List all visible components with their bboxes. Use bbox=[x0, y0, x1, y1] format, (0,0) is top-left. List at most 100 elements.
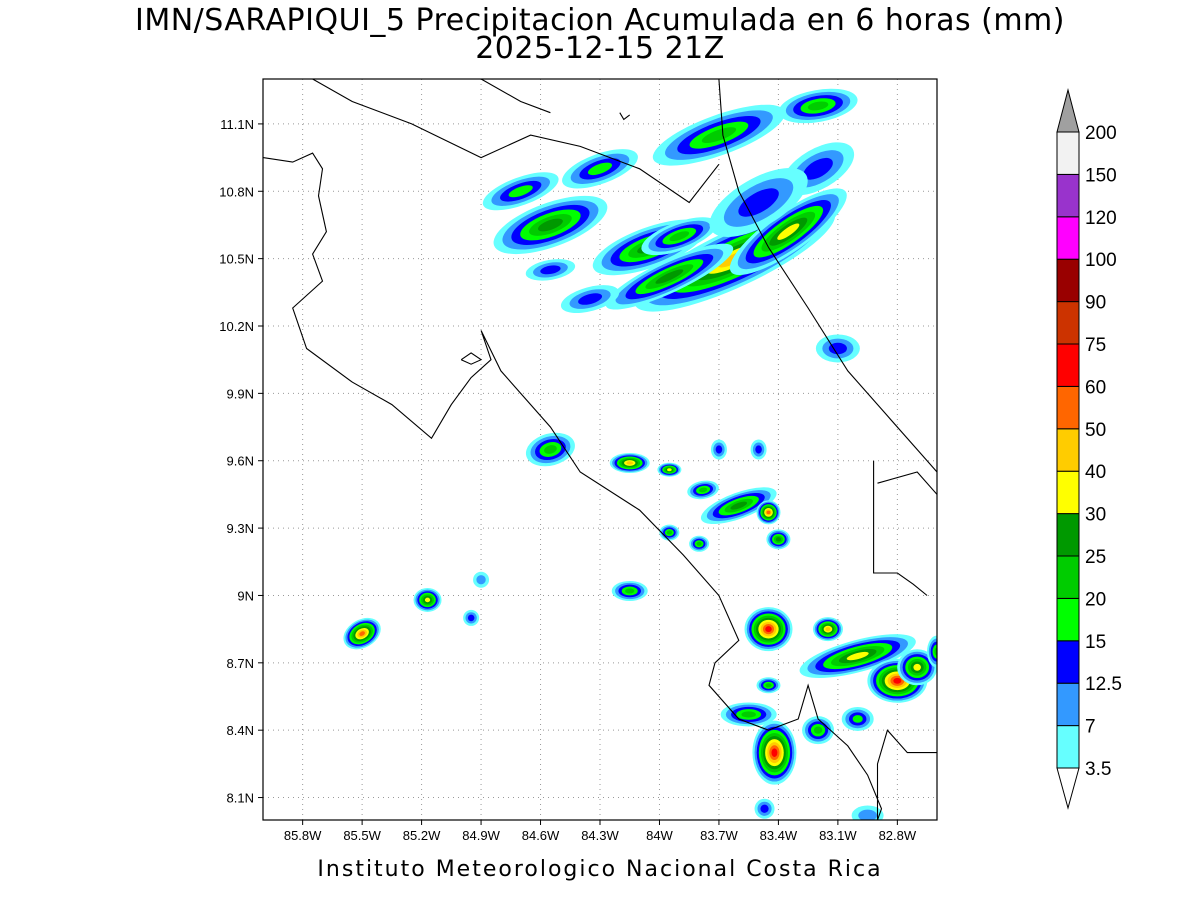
colorbar-swatch bbox=[1056, 682, 1080, 727]
colorbar-swatch bbox=[1056, 343, 1080, 387]
rain-contour bbox=[828, 342, 847, 355]
colorbar-swatch bbox=[1056, 597, 1080, 642]
island bbox=[460, 352, 483, 365]
colorbar-swatch bbox=[1056, 470, 1080, 515]
rain-cell bbox=[562, 149, 638, 189]
rain-contour bbox=[537, 218, 563, 232]
rain-cell bbox=[657, 462, 682, 477]
rain-cell bbox=[652, 104, 786, 166]
colorbar-label: 90 bbox=[1085, 293, 1106, 314]
colorbar-label: 100 bbox=[1085, 250, 1117, 271]
colorbar-label: 200 bbox=[1085, 123, 1117, 144]
rain-contour bbox=[730, 501, 748, 510]
rain-contour bbox=[807, 101, 829, 111]
island-north bbox=[619, 112, 631, 121]
lon-tick-label: 84W bbox=[646, 828, 673, 843]
colorbar-label: 40 bbox=[1085, 462, 1106, 483]
colorbar-label: 150 bbox=[1085, 165, 1117, 186]
lon-tick-label: 84.3W bbox=[581, 828, 619, 843]
rain-contour bbox=[825, 627, 831, 632]
colorbar-under-arrow bbox=[1056, 767, 1080, 810]
rain-contour bbox=[771, 748, 778, 757]
lon-tick-label: 83.4W bbox=[760, 828, 798, 843]
rain-cell bbox=[802, 716, 835, 745]
rain-contour bbox=[765, 626, 772, 633]
lat-tick-label: 9N bbox=[237, 588, 254, 603]
rain-cell bbox=[927, 635, 937, 668]
colorbar-label: 3.5 bbox=[1085, 759, 1111, 780]
rain-cell bbox=[750, 439, 767, 460]
pacific-coastline bbox=[263, 152, 883, 820]
lat-tick-label: 10.2N bbox=[219, 319, 254, 334]
rain-contour bbox=[715, 445, 723, 454]
colorbar-swatch bbox=[1056, 173, 1080, 218]
rain-cell bbox=[744, 607, 793, 652]
lon-tick-label: 83.1W bbox=[819, 828, 857, 843]
chart-title: IMN/SARAPIQUI_5 Precipitacion Acumulada … bbox=[135, 3, 1065, 38]
rain-contour bbox=[846, 651, 869, 661]
chart-subtitle: 2025-12-15 21Z bbox=[475, 31, 725, 66]
rain-cell bbox=[799, 634, 916, 678]
colorbar-label: 120 bbox=[1085, 208, 1117, 229]
rain-contour bbox=[765, 683, 772, 688]
rain-contour bbox=[760, 804, 769, 813]
colorbar-swatch bbox=[1056, 131, 1080, 175]
rain-cell bbox=[609, 452, 650, 473]
rain-cell bbox=[778, 88, 858, 124]
rain-contour bbox=[893, 677, 902, 684]
longitude-ticks: 85.8W 85.5W 85.2W 84.9W 84.6W 84.3W 84W 83.7W 83… bbox=[284, 820, 917, 843]
caribbean-coastline bbox=[718, 79, 937, 473]
rain-cell bbox=[463, 609, 480, 626]
colorbar-label: 25 bbox=[1085, 547, 1106, 568]
rain-contour bbox=[467, 614, 475, 622]
colorbar-swatch bbox=[1056, 555, 1080, 599]
lat-tick-label: 9.6N bbox=[227, 454, 254, 469]
rain-cell bbox=[897, 649, 937, 686]
colorbar-swatch bbox=[1056, 216, 1080, 260]
colorbar-swatch bbox=[1056, 258, 1080, 303]
colorbar-swatch bbox=[1056, 385, 1080, 430]
colorbar-swatch bbox=[1056, 725, 1080, 769]
colorbar-label: 15 bbox=[1085, 632, 1106, 653]
colorbar-label: 20 bbox=[1085, 589, 1106, 610]
colorbar-label: 50 bbox=[1085, 420, 1106, 441]
rain-contour bbox=[508, 185, 533, 198]
colorbar-swatch bbox=[1056, 301, 1080, 345]
footer-credit: Instituto Meteorologico Nacional Costa R… bbox=[317, 857, 883, 882]
rain-cell bbox=[841, 706, 874, 731]
precipitation-field bbox=[343, 88, 937, 820]
lake-shore bbox=[480, 79, 551, 114]
colorbar-swatch bbox=[1056, 640, 1080, 684]
rain-cell bbox=[482, 172, 559, 211]
lat-tick-label: 10.8N bbox=[219, 184, 254, 199]
rain-cell bbox=[710, 439, 727, 460]
coastline-borders bbox=[263, 79, 937, 820]
lon-tick-label: 85.5W bbox=[343, 828, 381, 843]
rain-cell bbox=[605, 243, 734, 310]
colorbar-label: 7 bbox=[1085, 717, 1096, 738]
rain-contour bbox=[578, 293, 603, 305]
lat-tick-label: 11.1N bbox=[220, 117, 254, 132]
colorbar-label: 60 bbox=[1085, 377, 1106, 398]
latitude-ticks: 8.1N 8.4N 8.7N 9N 9.3N 9.6N 9.9N 10.2N 10.5N 10.8… bbox=[219, 117, 263, 806]
rain-cell bbox=[812, 617, 843, 642]
rain-cell bbox=[525, 259, 576, 281]
rain-contour bbox=[625, 588, 635, 594]
rain-contour bbox=[701, 127, 737, 144]
rain-contour bbox=[359, 631, 365, 636]
rain-contour bbox=[934, 647, 937, 656]
rain-cell bbox=[493, 195, 608, 255]
nicaragua-border bbox=[312, 79, 720, 204]
rain-contour bbox=[540, 265, 561, 275]
rain-cell bbox=[815, 334, 860, 363]
rain-contour bbox=[777, 223, 800, 240]
rain-contour bbox=[626, 461, 634, 465]
lon-tick-label: 83.7W bbox=[700, 828, 738, 843]
panama-coast bbox=[876, 729, 937, 820]
lat-tick-label: 9.9N bbox=[227, 386, 254, 401]
rain-cell bbox=[413, 587, 442, 612]
rain-contour bbox=[755, 445, 762, 454]
colorbar: 3.5 7 12.5 15 20 25 30 40 50 60 75 90 100 120 150 200 bbox=[1056, 88, 1122, 810]
rain-contour bbox=[666, 530, 672, 535]
rain-contour bbox=[852, 715, 863, 723]
